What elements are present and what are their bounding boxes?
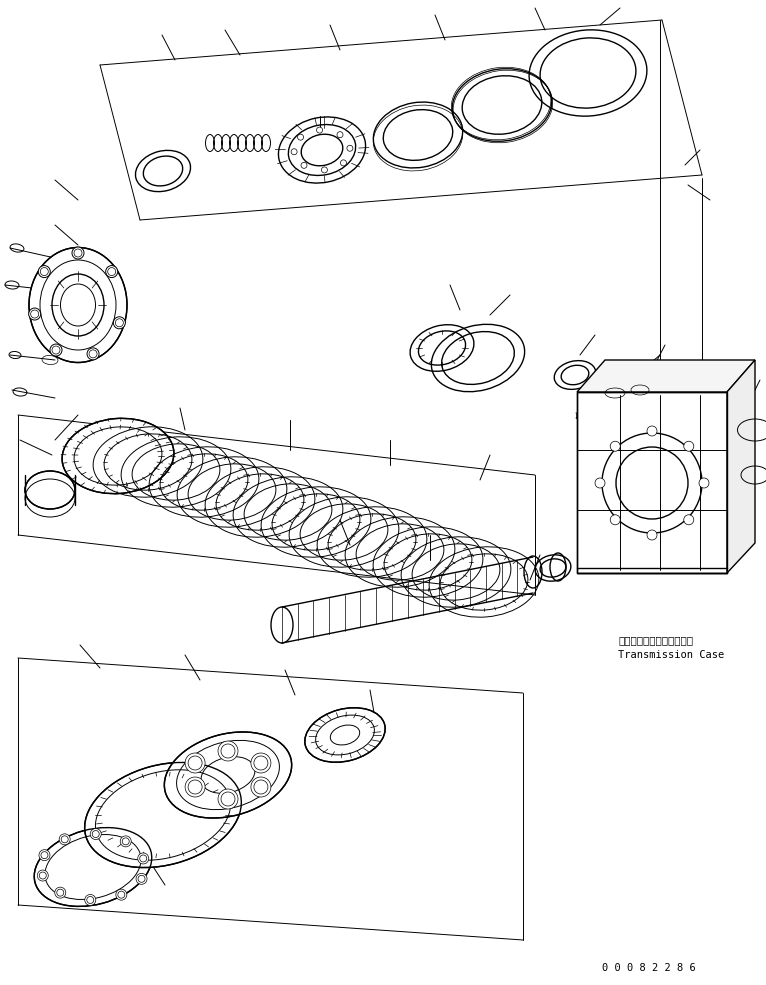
Circle shape [120, 836, 131, 847]
Ellipse shape [34, 827, 152, 906]
Circle shape [595, 478, 605, 488]
Circle shape [59, 834, 70, 845]
Circle shape [89, 350, 97, 358]
Circle shape [136, 874, 147, 885]
Circle shape [684, 515, 694, 525]
Text: トランスミッションケース: トランスミッションケース [618, 635, 693, 645]
Circle shape [185, 753, 205, 773]
Circle shape [301, 163, 307, 168]
Circle shape [218, 789, 238, 809]
Text: 0 0 0 8 2 2 8 6: 0 0 0 8 2 2 8 6 [602, 963, 696, 973]
Polygon shape [727, 360, 755, 573]
Ellipse shape [25, 471, 75, 509]
Circle shape [297, 134, 303, 140]
Circle shape [52, 346, 60, 354]
Polygon shape [577, 360, 755, 392]
Text: Transmission Case: Transmission Case [618, 650, 724, 660]
Circle shape [116, 319, 123, 327]
Circle shape [611, 441, 620, 451]
Ellipse shape [62, 419, 174, 493]
Circle shape [72, 247, 84, 259]
Circle shape [316, 127, 322, 133]
Circle shape [611, 515, 620, 525]
Circle shape [347, 145, 353, 152]
Circle shape [39, 850, 50, 861]
Circle shape [251, 753, 271, 773]
Circle shape [251, 777, 271, 797]
Circle shape [113, 317, 126, 329]
Circle shape [647, 530, 657, 540]
Circle shape [699, 478, 709, 488]
Circle shape [41, 268, 48, 276]
Circle shape [116, 889, 127, 900]
Circle shape [337, 132, 343, 138]
Circle shape [185, 777, 205, 797]
Circle shape [90, 828, 101, 839]
Circle shape [291, 149, 297, 155]
Ellipse shape [29, 247, 127, 362]
Circle shape [108, 268, 116, 276]
Ellipse shape [305, 708, 385, 762]
Circle shape [50, 344, 62, 356]
Circle shape [85, 894, 96, 905]
Polygon shape [577, 392, 727, 573]
Circle shape [74, 249, 82, 257]
Circle shape [647, 426, 657, 436]
Circle shape [28, 308, 41, 320]
Circle shape [55, 887, 66, 898]
Circle shape [684, 441, 694, 451]
Circle shape [322, 166, 327, 173]
Circle shape [38, 870, 48, 881]
Circle shape [138, 853, 149, 864]
Circle shape [87, 348, 99, 360]
Ellipse shape [165, 732, 292, 818]
Circle shape [218, 741, 238, 761]
Circle shape [340, 160, 346, 165]
Circle shape [38, 266, 51, 278]
Ellipse shape [85, 762, 241, 868]
Circle shape [31, 310, 38, 318]
Circle shape [106, 266, 118, 278]
